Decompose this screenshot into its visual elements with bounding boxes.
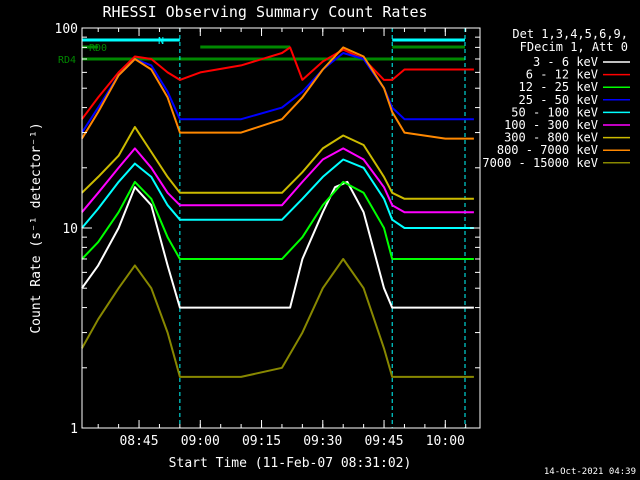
legend: Det 1,3,4,5,6,9, FDecim 1, Att 0 3 - 6 k… [482, 27, 630, 170]
legend-header-line-1: Det 1,3,4,5,6,9, [512, 27, 628, 41]
y-tick-label-1: 1 [70, 422, 78, 437]
flag-rd4-label: RD4 [58, 55, 76, 66]
timestamp: 14-Oct-2021 04:39 [544, 467, 636, 477]
x-tick-label-6: 10:00 [426, 434, 465, 449]
x-tick-label-4: 09:30 [303, 434, 342, 449]
series-line-7 [81, 126, 474, 200]
y-axis-label: Count Rate (s⁻¹ detector⁻¹) [29, 122, 44, 333]
legend-label-1: 3 - 6 keV [533, 55, 598, 69]
x-axis-label: Start Time (11-Feb-07 08:31:02) [169, 456, 412, 471]
x-tick-label-5: 09:45 [364, 434, 403, 449]
x-tick-label-1: 08:45 [119, 434, 158, 449]
series-group [81, 46, 474, 378]
series-line-1 [81, 180, 474, 309]
y-tick-label-2: 10 [62, 222, 78, 237]
series-line-9 [81, 258, 474, 378]
legend-label-4: 25 - 50 keV [519, 93, 598, 107]
legend-header-line-2: FDecim 1, Att 0 [520, 40, 628, 54]
chart-title: RHESSI Observing Summary Count Rates [102, 3, 427, 21]
legend-label-6: 100 - 300 keV [504, 118, 598, 132]
legend-label-2: 6 - 12 keV [526, 68, 598, 82]
series-line-5 [81, 158, 474, 229]
legend-label-9: 7000 - 15000 keV [482, 156, 598, 170]
series-line-2 [81, 46, 474, 120]
legend-label-7: 300 - 800 keV [504, 131, 598, 145]
flag-rd0-label: RD0 [89, 43, 107, 54]
x-tick-label-2: 09:00 [181, 434, 220, 449]
axis-ticks: 08:45 09:00 09:15 09:30 09:45 10:00 1 10 100 [55, 22, 480, 449]
legend-label-5: 50 - 100 keV [511, 105, 598, 119]
series-line-6 [81, 147, 474, 214]
series-line-8 [81, 46, 474, 140]
legend-label-8: 800 - 7000 keV [497, 143, 598, 157]
legend-label-3: 12 - 25 keV [519, 80, 598, 94]
series-line-3 [81, 180, 474, 260]
y-tick-label-3: 100 [55, 22, 78, 37]
x-tick-label-3: 09:15 [242, 434, 281, 449]
flag-n-label: N [158, 36, 164, 47]
